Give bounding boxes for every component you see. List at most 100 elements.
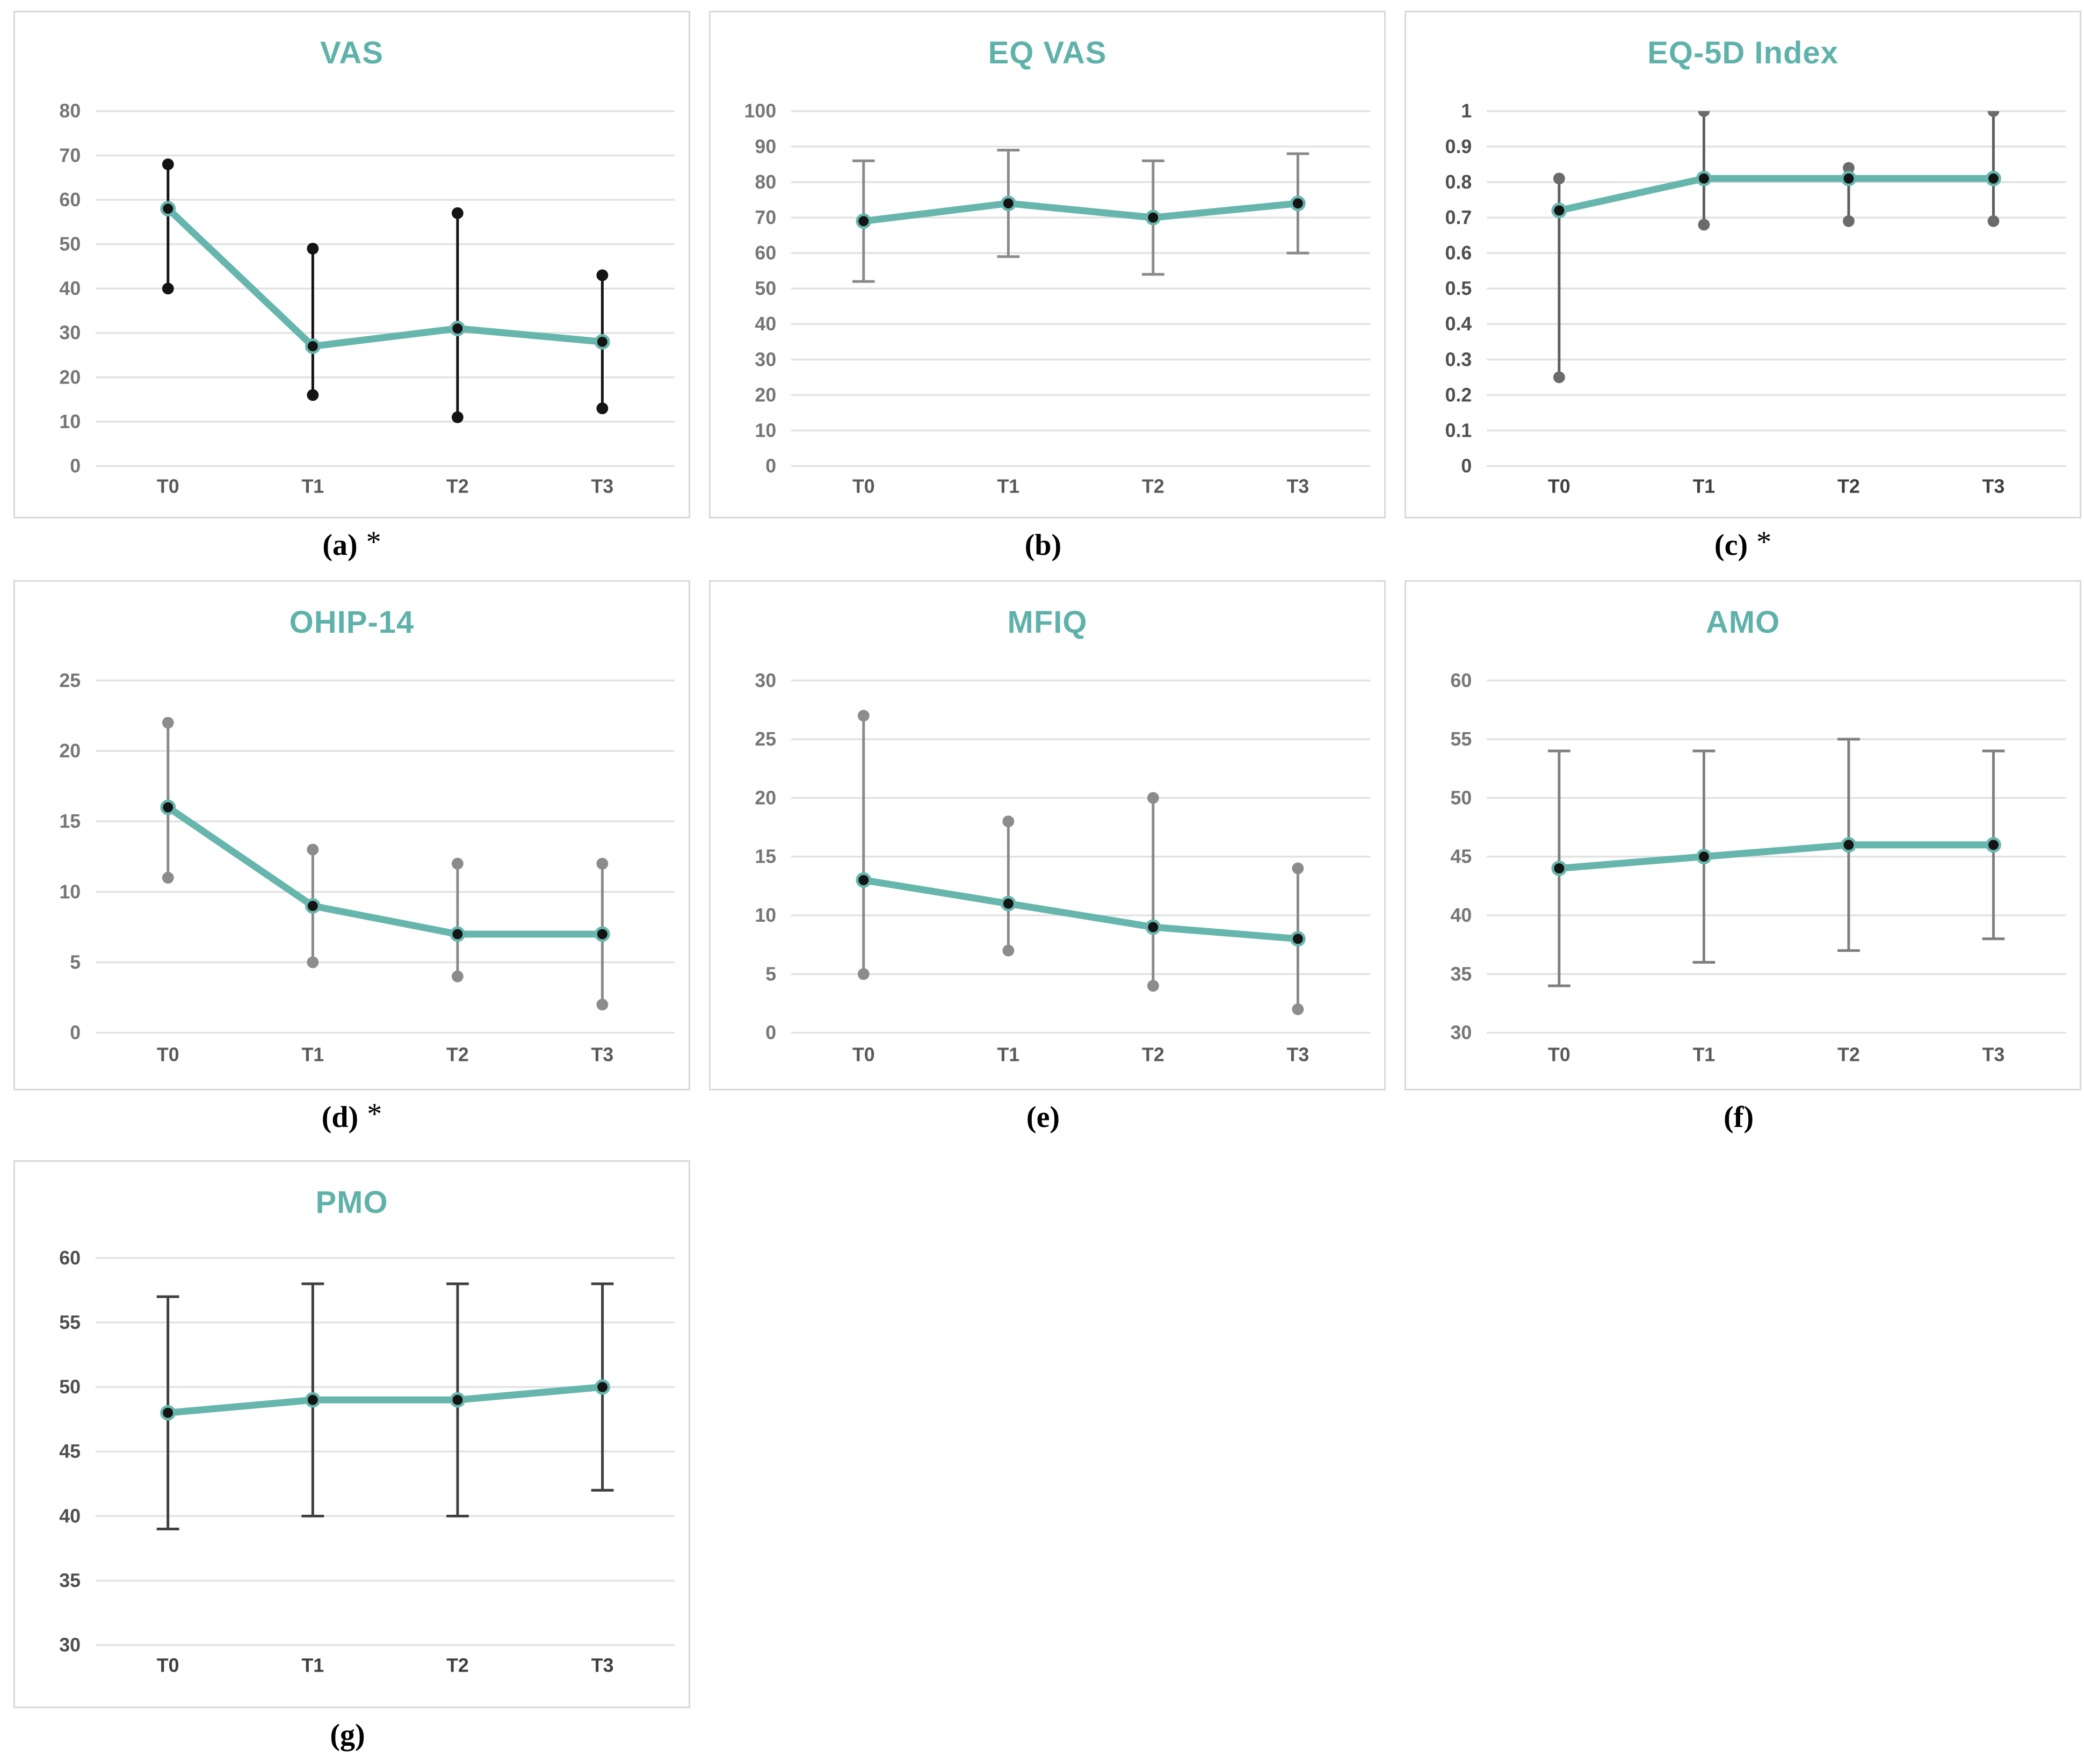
svg-text:T3: T3 [1287,475,1309,497]
svg-text:35: 35 [1450,963,1472,985]
svg-text:0.6: 0.6 [1445,242,1472,264]
svg-text:10: 10 [755,905,776,926]
svg-text:100: 100 [744,100,777,122]
vas-caption-star: * [366,525,381,559]
svg-text:0: 0 [70,1022,81,1044]
svg-text:40: 40 [59,278,81,299]
mfiq-chart-title: MFIQ [1007,605,1088,640]
svg-text:45: 45 [1450,846,1472,867]
svg-text:T1: T1 [1692,1044,1715,1065]
svg-text:80: 80 [755,171,776,193]
vas-line-chart: 0 10 20 30 40 50 60 70 80 T0 T1 T2 T3 [59,100,675,497]
svg-text:1: 1 [1461,100,1472,122]
svg-text:10: 10 [755,420,776,441]
ohip-14-caption: (d) * [13,1097,690,1137]
svg-text:T1: T1 [997,1044,1019,1065]
eq5d-index-caption-label: (c) [1714,529,1748,562]
svg-text:T3: T3 [1982,475,2005,497]
svg-text:40: 40 [59,1505,81,1527]
svg-text:5: 5 [765,963,776,985]
svg-text:T1: T1 [301,1044,324,1065]
svg-text:50: 50 [1450,787,1472,808]
chart-cell-mfiq: MFIQ 0 5 10 15 20 25 30 T0 T1 T2 T3 (e) [709,580,1386,1137]
eq5d-index-line-chart: 0 0.1 0.2 0.3 0.4 0.5 0.6 0.7 0.8 0.9 1 T0 T1 T2 T3 [1445,100,2066,497]
svg-text:T0: T0 [1548,1044,1571,1065]
svg-text:55: 55 [1450,728,1472,750]
svg-text:40: 40 [755,313,776,335]
svg-text:0: 0 [765,456,776,477]
amo-line-chart: 30 35 40 45 50 55 60 T0 T1 T2 T3 [1450,670,2066,1065]
svg-text:T3: T3 [1287,1044,1309,1065]
svg-text:20: 20 [755,384,776,406]
svg-text:0.7: 0.7 [1445,207,1472,228]
svg-text:0.4: 0.4 [1445,313,1472,335]
svg-text:0: 0 [1461,456,1472,477]
svg-text:0.8: 0.8 [1445,171,1472,193]
mfiq-line-chart: 0 5 10 15 20 25 30 T0 T1 T2 T3 [755,670,1371,1065]
svg-text:10: 10 [59,411,81,432]
svg-text:0.9: 0.9 [1445,136,1472,157]
svg-text:T1: T1 [301,1654,324,1676]
svg-text:T2: T2 [446,1654,469,1676]
svg-text:60: 60 [59,189,81,211]
svg-text:T2: T2 [1142,1044,1164,1065]
svg-text:25: 25 [755,728,776,750]
svg-text:20: 20 [59,366,81,388]
svg-text:60: 60 [1450,670,1472,691]
pmo-caption-label: (g) [330,1718,365,1752]
svg-text:T2: T2 [446,475,469,497]
chart-cell-pmo: PMO 30 35 40 45 50 55 60 T0 T1 T2 T3 (g) [13,1160,690,1754]
svg-text:10: 10 [59,881,81,902]
svg-text:25: 25 [59,670,81,691]
ohip-14-chart-panel: OHIP-14 0 5 10 15 20 25 T0 T1 T2 T3 [13,580,690,1090]
svg-text:5: 5 [70,951,81,973]
svg-text:T3: T3 [591,1044,614,1065]
mfiq-chart-panel: MFIQ 0 5 10 15 20 25 30 T0 T1 T2 T3 [709,580,1386,1090]
svg-text:35: 35 [59,1570,81,1591]
pmo-caption: (g) [13,1716,690,1754]
svg-text:T3: T3 [591,1654,614,1676]
vas-caption-label: (a) [322,529,358,562]
svg-text:80: 80 [59,100,81,122]
eq-vas-line-chart: 0 10 20 30 40 50 60 70 80 90 100 T0 T1 T2 T3 [744,100,1371,497]
ohip-14-line-chart: 0 5 10 15 20 25 T0 T1 T2 T3 [59,670,675,1065]
svg-text:T3: T3 [591,475,614,497]
amo-caption-label: (f) [1724,1101,1754,1134]
ohip-14-caption-star: * [367,1097,382,1131]
svg-text:T0: T0 [157,1044,179,1065]
svg-text:70: 70 [755,207,776,228]
svg-text:50: 50 [59,234,81,255]
eq-vas-chart-panel: EQ VAS 0 10 20 30 40 50 60 70 80 90 100 T0 T1 T2 T3 [709,11,1386,518]
svg-text:T3: T3 [1982,1044,2005,1065]
svg-text:15: 15 [59,811,81,832]
mfiq-caption: (e) [709,1098,1386,1137]
svg-text:T0: T0 [157,1654,179,1676]
chart-cell-ohip-14: OHIP-14 0 5 10 15 20 25 T0 T1 T2 T3 (d) * [13,580,690,1137]
svg-text:30: 30 [755,670,776,691]
svg-text:0: 0 [765,1022,776,1044]
amo-chart-panel: AMO 30 35 40 45 50 55 60 T0 T1 T2 T3 [1405,580,2081,1090]
eq-vas-caption: (b) [709,526,1386,565]
eq5d-index-chart-panel: EQ-5D Index 0 0.1 0.2 0.3 0.4 0.5 0.6 0.7 0.8 0.9… [1405,11,2081,518]
svg-text:90: 90 [755,136,776,157]
chart-cell-eq5d-index: EQ-5D Index 0 0.1 0.2 0.3 0.4 0.5 0.6 0.7 0.8 0.9… [1405,11,2081,565]
ohip-14-chart-title: OHIP-14 [289,605,415,640]
chart-cell-amo: AMO 30 35 40 45 50 55 60 T0 T1 T2 T3 (f) [1405,580,2081,1137]
pmo-line-chart: 30 35 40 45 50 55 60 T0 T1 T2 T3 [59,1247,675,1676]
svg-text:30: 30 [59,322,81,344]
svg-text:50: 50 [59,1376,81,1398]
svg-text:55: 55 [59,1312,81,1333]
chart-cell-eq-vas: EQ VAS 0 10 20 30 40 50 60 70 80 90 100 T0 T1 T2 T3 (b… [709,11,1386,565]
svg-text:T1: T1 [301,475,324,497]
vas-chart-title: VAS [320,35,383,70]
pmo-chart-panel: PMO 30 35 40 45 50 55 60 T0 T1 T2 T3 [13,1160,690,1708]
svg-text:30: 30 [59,1635,81,1656]
svg-text:15: 15 [755,846,776,867]
vas-chart-panel: VAS 0 10 20 30 40 50 60 70 80 T0 T1 T2 T3 [13,11,690,518]
svg-text:0.3: 0.3 [1445,349,1472,370]
mfiq-caption-label: (e) [1026,1101,1060,1134]
amo-chart-title: AMO [1705,605,1781,640]
svg-text:0: 0 [70,456,81,477]
amo-caption: (f) [1405,1098,2081,1137]
